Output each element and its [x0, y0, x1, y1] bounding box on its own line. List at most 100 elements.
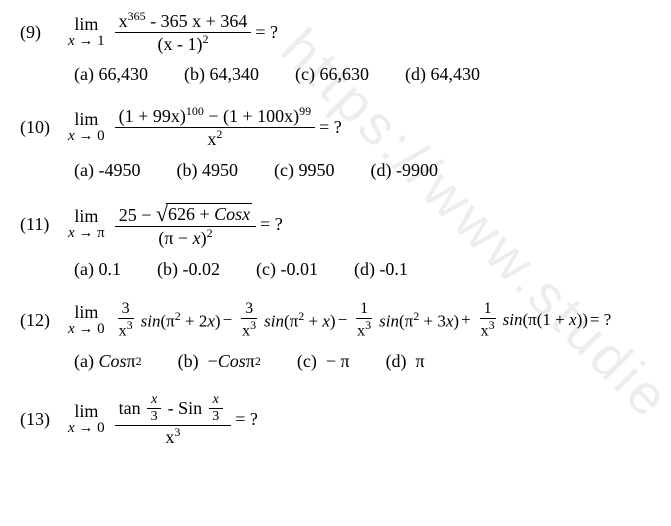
numerator: tan x 3 - Sin x 3 [115, 392, 232, 426]
q-number: (13) [20, 409, 68, 430]
equals-question: = ? [255, 22, 278, 43]
option-c: (c) 66,630 [295, 64, 369, 85]
limit-notation: lim x → π [68, 207, 105, 242]
minus-sin-label: - Sin [168, 398, 203, 419]
limit-var: x [68, 225, 75, 241]
limit-approach: x → 1 [68, 34, 105, 50]
limit-var: x [68, 321, 75, 337]
option-d: (d) -9900 [370, 160, 437, 181]
option-b: (b) − Cosπ2 [178, 351, 261, 372]
limit-value: 0 [97, 128, 105, 144]
inner-den: 3 [147, 409, 162, 425]
q-number: (12) [20, 310, 68, 331]
inner-fraction: x 3 [208, 392, 223, 425]
tan-label: tan [119, 398, 141, 419]
trig: sin(π2 + 3x) [379, 309, 459, 332]
option-a: (a) -4950 [74, 160, 140, 181]
sign: − [223, 310, 233, 330]
limit-word: lim [74, 207, 98, 226]
coeff-fraction: 1x3 [477, 300, 499, 341]
arrow-icon: → [78, 225, 93, 241]
sqrt-arg: 626 + Cosx [166, 203, 252, 225]
limit-notation: lim x → 0 [68, 402, 105, 437]
term: −1x3sin(π2 + 3x) [336, 300, 460, 341]
options-row: (a) 0.1 (b) -0.02 (c) -0.01 (d) -0.1 [74, 259, 651, 280]
q-number: (10) [20, 117, 68, 138]
limit-var: x [68, 420, 75, 436]
inner-den: 3 [208, 409, 223, 425]
limit-notation: lim x → 0 [68, 110, 105, 145]
sqrt-icon: √626 + Cosx [156, 201, 252, 226]
limit-approach: x → 0 [68, 322, 105, 338]
limit-var: x [68, 33, 75, 49]
option-b: (b) -0.02 [157, 259, 220, 280]
denominator: (x - 1)2 [154, 33, 213, 55]
option-d: (d) -0.1 [354, 259, 408, 280]
sign: − [338, 310, 348, 330]
trig: sin(π2 + 2x) [141, 309, 221, 332]
limit-value: 0 [97, 420, 105, 436]
fraction: 25 − √626 + Cosx (π − x)2 [115, 201, 256, 249]
numerator: 25 − √626 + Cosx [115, 201, 256, 227]
equals-question: = ? [235, 409, 258, 430]
option-c: (c) 9950 [274, 160, 334, 181]
coeff-fraction: 1x3 [353, 300, 375, 341]
options-row: (a) 66,430 (b) 64,340 (c) 66,630 (d) 64,… [74, 64, 651, 85]
limit-var: x [68, 128, 75, 144]
q-number: (9) [20, 22, 68, 43]
limit-word: lim [74, 110, 98, 129]
denominator: x3 [161, 426, 184, 448]
trig: sin(π2 + x) [264, 309, 335, 332]
options-row: (a) -4950 (b) 4950 (c) 9950 (d) -9900 [74, 160, 651, 181]
equals-question: = ? [590, 310, 611, 330]
fraction: x365 - 365 x + 364 (x - 1)2 [115, 10, 252, 54]
inner-num: x [147, 392, 161, 409]
equals-question: = ? [319, 117, 342, 138]
fraction: tan x 3 - Sin x 3 x3 [115, 392, 232, 448]
problem-11: (11) lim x → π 25 − √626 + Cosx [20, 201, 651, 280]
denominator: (π − x)2 [154, 227, 216, 249]
numerator: (1 + 99x)100 − (1 + 100x)99 [115, 105, 315, 128]
coeff-fraction: 3x3 [238, 300, 260, 341]
coeff-fraction: 3x3 [115, 300, 137, 341]
option-c: (c) -0.01 [256, 259, 318, 280]
trig: sin(π(1 + x)) [503, 310, 588, 330]
limit-notation: lim x → 1 [68, 15, 105, 50]
problem-13: (13) lim x → 0 tan x 3 [20, 392, 651, 448]
option-a: (a) 66,430 [74, 64, 148, 85]
inner-fraction: x 3 [147, 392, 162, 425]
arrow-icon: → [78, 128, 93, 144]
limit-word: lim [74, 402, 98, 421]
option-a: (a) Cosπ2 [74, 351, 142, 372]
limit-approach: x → 0 [68, 421, 105, 437]
option-c: (c) − π [297, 351, 350, 372]
arrow-icon: → [78, 321, 93, 337]
limit-value: 0 [97, 321, 105, 337]
limit-value: 1 [97, 33, 105, 49]
q-number: (11) [20, 214, 68, 235]
term: 3x3sin(π2 + 2x) [111, 300, 221, 341]
option-b: (b) 4950 [176, 160, 238, 181]
problem-9: (9) lim x → 1 x365 - 365 x + 364 (x - 1)… [20, 10, 651, 85]
limit-word: lim [74, 303, 98, 322]
limit-approach: x → π [68, 226, 105, 242]
limit-notation: lim x → 0 [68, 303, 105, 338]
limit-word: lim [74, 15, 98, 34]
arrow-icon: → [78, 420, 93, 436]
expression-terms: 3x3sin(π2 + 2x)−3x3sin(π2 + x)−1x3sin(π2… [111, 300, 588, 341]
term: −3x3sin(π2 + x) [221, 300, 336, 341]
option-a: (a) 0.1 [74, 259, 121, 280]
limit-value: π [97, 225, 105, 241]
option-d: (d) π [386, 351, 425, 372]
options-row: (a) Cosπ2 (b) − Cosπ2 (c) − π (d) π [74, 351, 651, 372]
equals-question: = ? [260, 214, 283, 235]
inner-num: x [209, 392, 223, 409]
problems-container: (9) lim x → 1 x365 - 365 x + 364 (x - 1)… [20, 10, 651, 448]
term: +1x3sin(π(1 + x)) [459, 300, 588, 341]
option-b: (b) 64,340 [184, 64, 259, 85]
problem-10: (10) lim x → 0 (1 + 99x)100 − (1 + 100x)… [20, 105, 651, 180]
denominator: x2 [203, 128, 226, 150]
sqrt-lead: 25 − [119, 205, 152, 225]
limit-approach: x → 0 [68, 129, 105, 145]
arrow-icon: → [78, 33, 93, 49]
